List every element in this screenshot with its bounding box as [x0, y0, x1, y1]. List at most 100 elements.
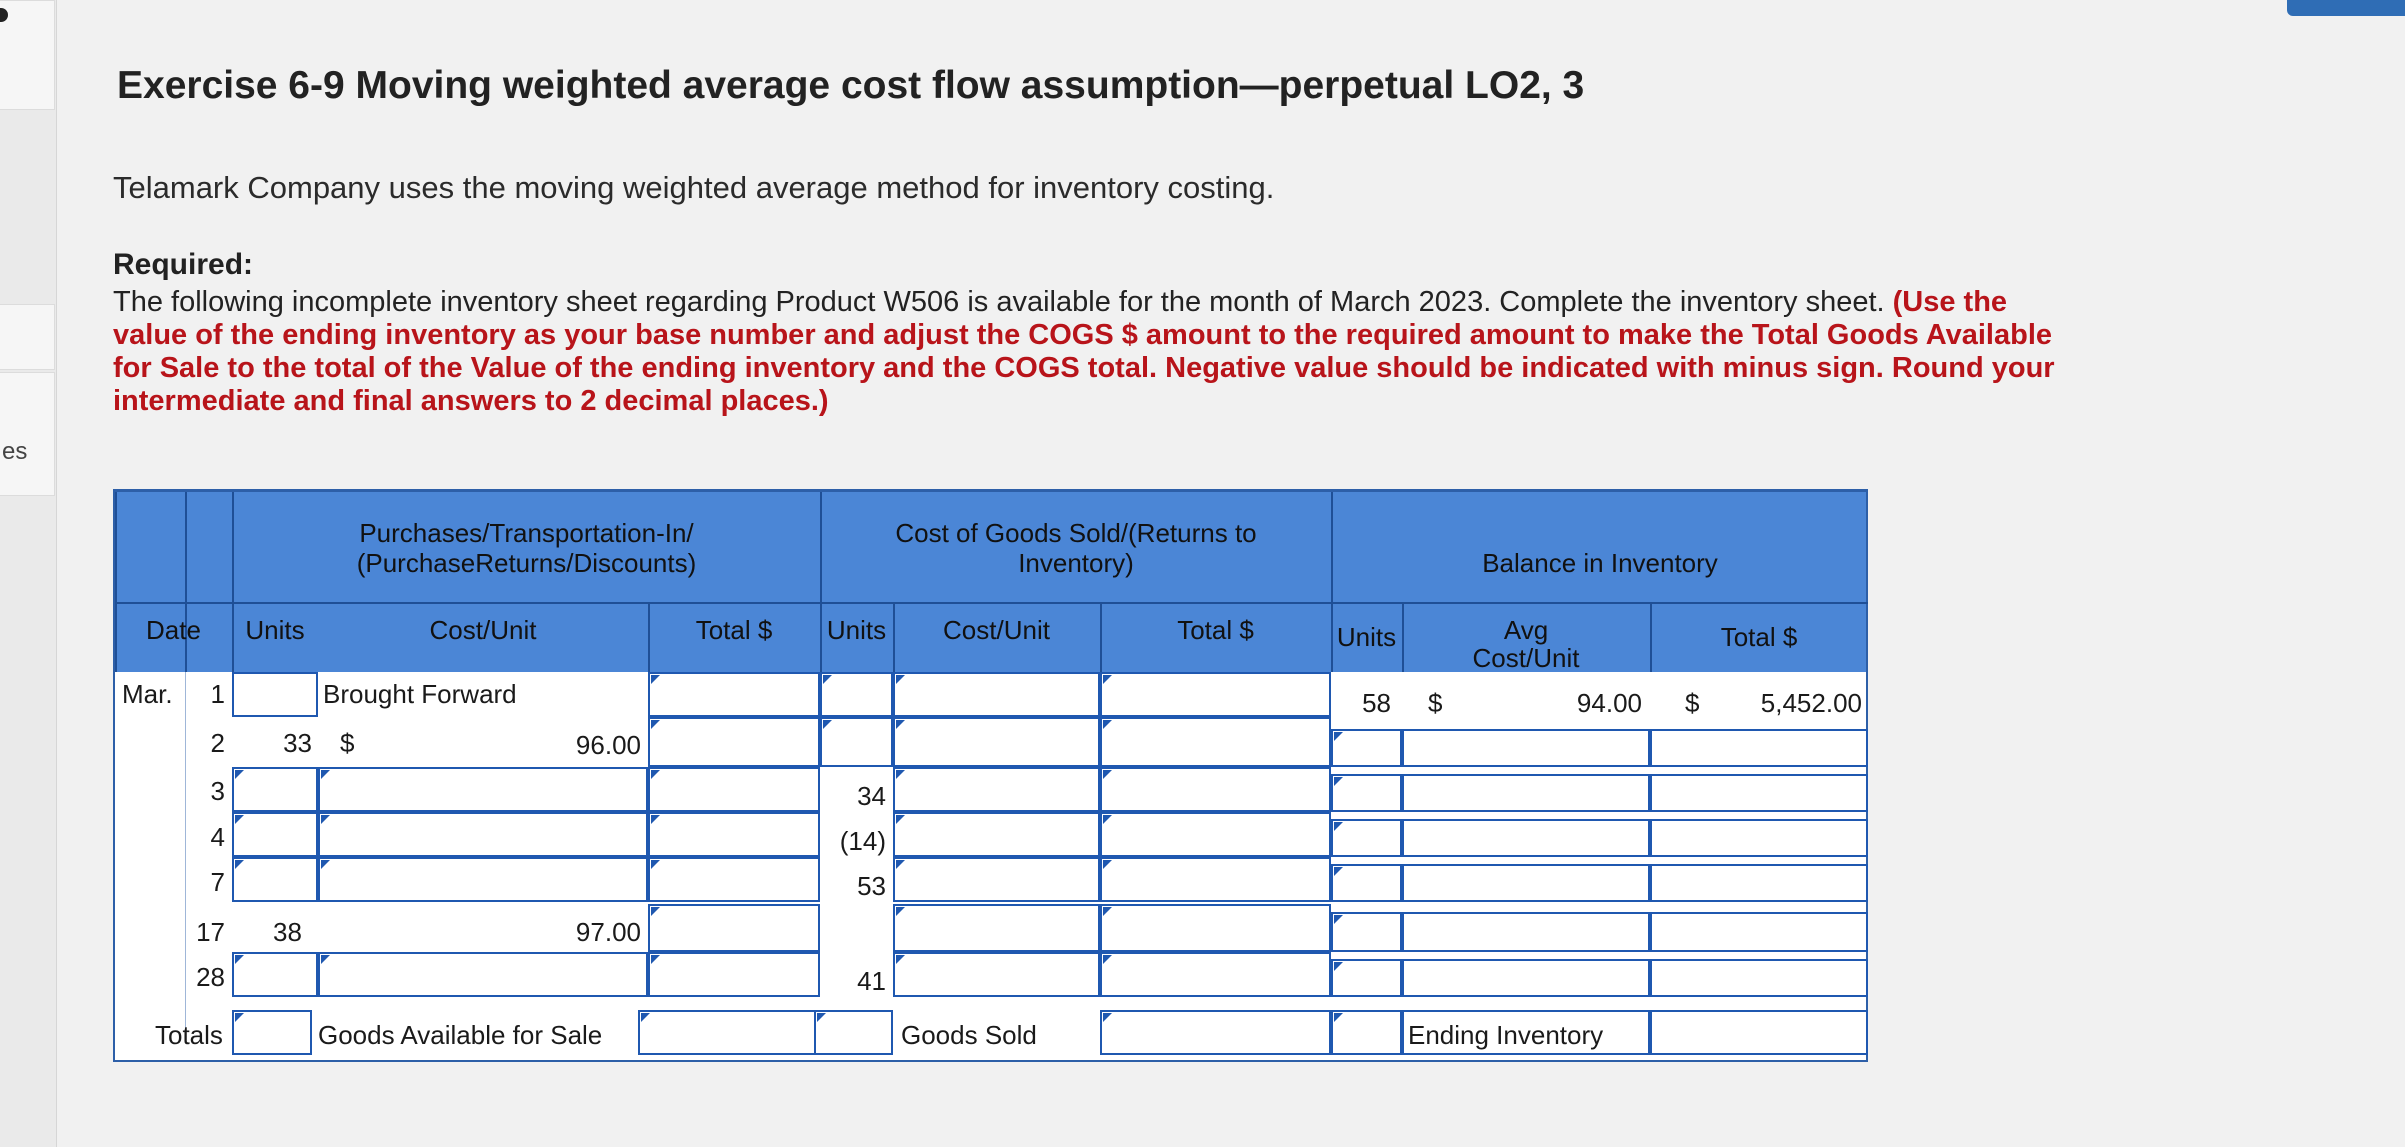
row3-balance-units-input[interactable] [1331, 774, 1402, 812]
row6-balance-units-input[interactable] [1331, 912, 1402, 952]
col-purchase-units: Units [245, 615, 305, 645]
row4-balance-total-input[interactable] [1650, 819, 1868, 857]
table-header [115, 492, 1866, 672]
row1-month: Mar. [122, 679, 173, 709]
left-tab-3[interactable] [0, 372, 55, 496]
row1-balance-total: 5,452.00 [1760, 688, 1862, 718]
row4-cogs-total-input[interactable] [1100, 812, 1331, 857]
row1-balance-dollar: $ [1428, 688, 1443, 718]
row2-cogs-total-input[interactable] [1100, 717, 1331, 767]
row3-cogs-units: 34 [857, 781, 886, 811]
row3-cogs-cost-input[interactable] [893, 767, 1100, 812]
col-balance-avg-cost: Avg Cost/Unit [1472, 615, 1580, 673]
row2-purchase-total-input[interactable] [648, 717, 820, 767]
intro-text: Telamark Company uses the moving weighte… [113, 170, 1275, 205]
goods-sold-label: Goods Sold [901, 1020, 1037, 1050]
row1-balance-avg: 94.00 [1576, 688, 1642, 718]
header-cogs: Cost of Goods Sold/(Returns to Inventory… [895, 518, 1257, 578]
goods-available-label: Goods Available for Sale [318, 1020, 603, 1050]
row5-cogs-total-input[interactable] [1100, 857, 1331, 902]
row7-balance-units-input[interactable] [1331, 959, 1402, 997]
row7-balance-total-input[interactable] [1650, 959, 1868, 997]
col-balance-units: Units [1336, 622, 1397, 652]
row4-purchase-total-input[interactable] [648, 812, 820, 857]
row1-cogs-units-input[interactable] [820, 672, 893, 717]
row3-purchase-cost-input[interactable] [318, 767, 648, 812]
row5-day: 7 [210, 867, 225, 897]
row6-cogs-units-input[interactable] [893, 904, 1100, 952]
col-cogs-units: Units [826, 615, 887, 645]
row5-balance-total-input[interactable] [1650, 864, 1868, 902]
instructions-plain: The following incomplete inventory sheet… [113, 286, 1893, 318]
row6-day: 17 [196, 917, 225, 947]
row5-cogs-units: 53 [857, 871, 886, 901]
row1-purchase-total-input[interactable] [648, 672, 820, 717]
row6-balance-total-input[interactable] [1650, 912, 1868, 952]
row5-purchase-total-input[interactable] [648, 857, 820, 902]
row1-cogs-cost-input[interactable] [893, 672, 1100, 717]
row5-balance-units-input[interactable] [1331, 864, 1402, 902]
totals-balance-units-input[interactable] [1331, 1010, 1402, 1055]
row2-cogs-cost-input[interactable] [893, 717, 1100, 767]
row4-balance-units-input[interactable] [1331, 819, 1402, 857]
row7-cogs-cost-input[interactable] [893, 952, 1100, 997]
header-purchases: Purchases/Transportation-In/ (PurchaseRe… [356, 518, 697, 578]
row2-purchase-units: 33 [283, 728, 312, 758]
row2-balance-total-input[interactable] [1650, 729, 1868, 767]
inventory-sheet: Purchases/Transportation-In/ (PurchaseRe… [113, 489, 1868, 1062]
left-tab-2[interactable] [0, 304, 55, 370]
row6-purchase-units: 38 [273, 917, 302, 947]
row2-balance-avg-input[interactable] [1402, 729, 1650, 767]
row5-cogs-cost-input[interactable] [893, 857, 1100, 902]
row3-purchase-units-input[interactable] [232, 767, 318, 812]
row5-purchase-cost-input[interactable] [318, 857, 648, 902]
goods-available-total-input[interactable] [638, 1010, 820, 1055]
row3-balance-total-input[interactable] [1650, 774, 1868, 812]
row5-purchase-units-input[interactable] [232, 857, 318, 902]
row1-purchase-units-input[interactable] [232, 672, 318, 717]
row4-day: 4 [210, 822, 225, 852]
row2-balance-units-input[interactable] [1331, 729, 1402, 767]
top-right-tab[interactable] [2287, 0, 2405, 16]
row1-balance-units: 58 [1362, 688, 1391, 718]
left-tab-1[interactable] [0, 0, 55, 110]
col-balance-total: Total $ [1720, 622, 1798, 652]
goods-sold-total-input[interactable] [1100, 1010, 1331, 1055]
row1-day: 1 [210, 679, 225, 709]
col-date: Date [146, 615, 201, 645]
row6-purchase-total-input[interactable] [648, 904, 820, 952]
row1-cogs-total-input[interactable] [1100, 672, 1331, 717]
row3-purchase-total-input[interactable] [648, 767, 820, 812]
row7-cogs-total-input[interactable] [1100, 952, 1331, 997]
totals-cogs-units-input[interactable] [814, 1010, 893, 1055]
row4-cogs-cost-input[interactable] [893, 812, 1100, 857]
instructions-paragraph: The following incomplete inventory sheet… [113, 286, 2073, 418]
row6-cogs-total-input[interactable] [1100, 904, 1331, 952]
row2-cogs-units-input[interactable] [820, 717, 893, 767]
row2-purchase-dollar: $ [340, 728, 355, 758]
instructions-red: (Use the value of the ending inventory a… [113, 286, 2055, 417]
totals-purchase-units-input[interactable] [232, 1010, 312, 1055]
col-purchase-total: Total $ [695, 615, 773, 645]
row6-balance-avg-input[interactable] [1402, 912, 1650, 952]
row7-purchase-units-input[interactable] [232, 952, 318, 997]
required-heading: Required: [113, 248, 254, 281]
row5-balance-avg-input[interactable] [1402, 864, 1650, 902]
row7-purchase-cost-input[interactable] [318, 952, 648, 997]
edge-marker [0, 8, 8, 22]
row7-cogs-units: 41 [857, 966, 886, 996]
col-cogs-total: Total $ [1177, 615, 1254, 645]
row3-cogs-total-input[interactable] [1100, 767, 1331, 812]
ending-inventory-total-input[interactable] [1650, 1010, 1868, 1055]
row7-day: 28 [196, 962, 225, 992]
row7-purchase-total-input[interactable] [648, 952, 820, 997]
left-rail: es [0, 0, 57, 1147]
col-purchase-cost-unit: Cost/Unit [429, 615, 537, 645]
row7-balance-avg-input[interactable] [1402, 959, 1650, 997]
row4-purchase-units-input[interactable] [232, 812, 318, 857]
row4-purchase-cost-input[interactable] [318, 812, 648, 857]
col-cogs-cost-unit: Cost/Unit [943, 615, 1050, 645]
row4-balance-avg-input[interactable] [1402, 819, 1650, 857]
row3-balance-avg-input[interactable] [1402, 774, 1650, 812]
row6-purchase-cost: 97.00 [575, 917, 641, 947]
